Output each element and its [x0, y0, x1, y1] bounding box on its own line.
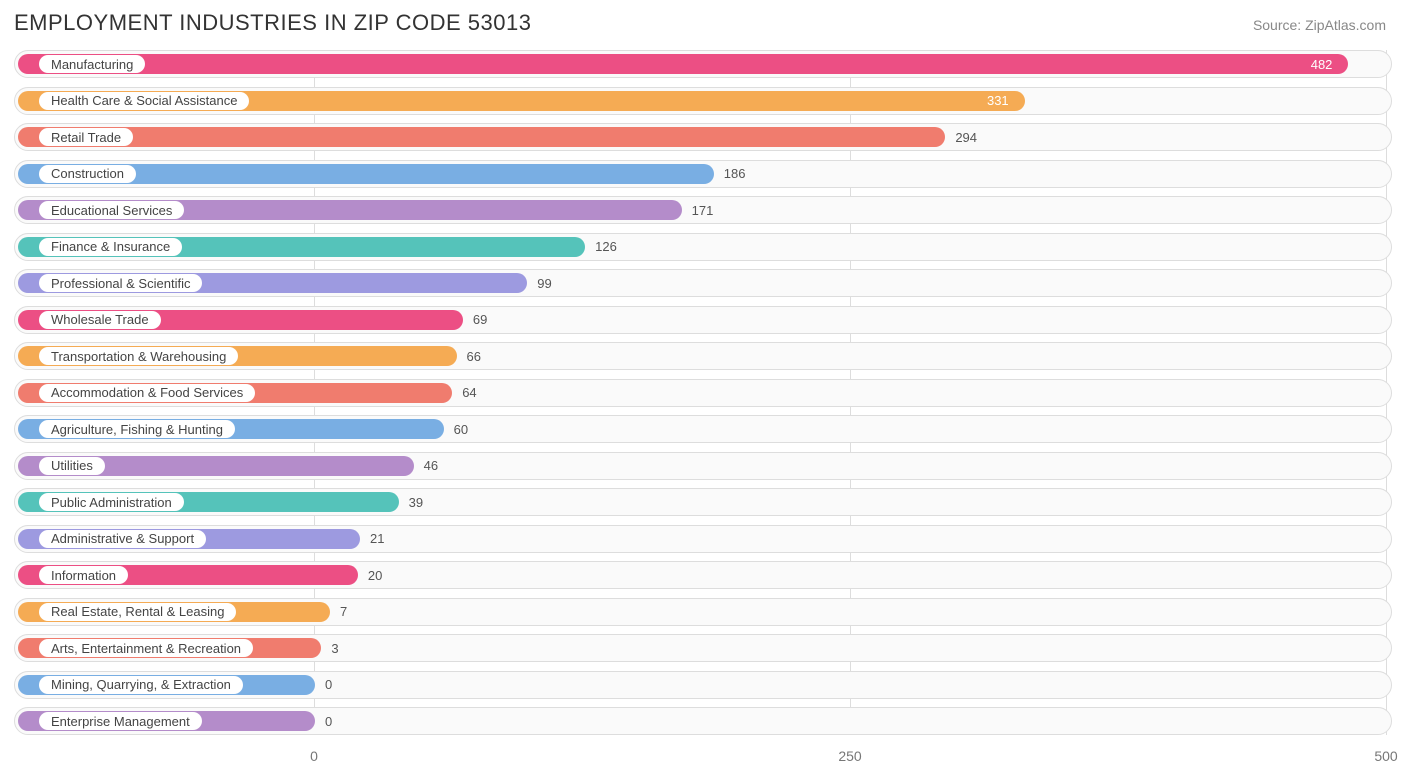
bar-value: 0	[325, 672, 332, 698]
bar-value: 66	[467, 343, 481, 369]
bar-row: Transportation & Warehousing 66	[14, 342, 1392, 370]
bar-value: 186	[724, 161, 746, 187]
x-tick-label: 250	[838, 748, 861, 764]
bar-label: Enterprise Management	[39, 712, 202, 730]
bar-value: 99	[537, 270, 551, 296]
bar-value: 171	[692, 197, 714, 223]
bar-label: Wholesale Trade	[39, 311, 161, 329]
bar-label: Agriculture, Fishing & Hunting	[39, 420, 235, 438]
bar-value: 21	[370, 526, 384, 552]
bar-row: Educational Services 171	[14, 196, 1392, 224]
bar-label: Finance & Insurance	[39, 238, 182, 256]
bar-row: Enterprise Management 0	[14, 707, 1392, 735]
bar-row: Utilities 46	[14, 452, 1392, 480]
x-tick-label: 500	[1374, 748, 1397, 764]
bar-label: Utilities	[39, 457, 105, 475]
bar-label: Transportation & Warehousing	[39, 347, 238, 365]
bar-value: 46	[424, 453, 438, 479]
bar-row: Accommodation & Food Services 64	[14, 379, 1392, 407]
bar-fill	[18, 127, 945, 147]
bar-row: Finance & Insurance 126	[14, 233, 1392, 261]
chart-title: EMPLOYMENT INDUSTRIES IN ZIP CODE 53013	[14, 10, 532, 36]
source-site: ZipAtlas.com	[1305, 17, 1386, 33]
bar-row: Information 20	[14, 561, 1392, 589]
x-tick-label: 0	[310, 748, 318, 764]
bar-label: Health Care & Social Assistance	[39, 92, 249, 110]
bar-value: 331	[987, 88, 1009, 114]
bar-value: 39	[409, 489, 423, 515]
bar-label: Administrative & Support	[39, 530, 206, 548]
chart-bars: Manufacturing 482 Health Care & Social Ass…	[14, 50, 1392, 735]
source-label: Source:	[1253, 17, 1305, 33]
bar-label: Public Administration	[39, 493, 184, 511]
bar-label: Retail Trade	[39, 128, 133, 146]
bar-row: Wholesale Trade 69	[14, 306, 1392, 334]
bar-row: Agriculture, Fishing & Hunting 60	[14, 415, 1392, 443]
bar-label: Accommodation & Food Services	[39, 384, 255, 402]
bar-row: Retail Trade 294	[14, 123, 1392, 151]
bar-row: Arts, Entertainment & Recreation 3	[14, 634, 1392, 662]
bar-label: Professional & Scientific	[39, 274, 202, 292]
bar-value: 64	[462, 380, 476, 406]
x-axis: 0250500	[14, 744, 1392, 772]
bar-row: Manufacturing 482	[14, 50, 1392, 78]
bar-value: 126	[595, 234, 617, 260]
bar-fill	[18, 54, 1348, 74]
bar-label: Construction	[39, 165, 136, 183]
chart-header: EMPLOYMENT INDUSTRIES IN ZIP CODE 53013 …	[0, 0, 1406, 44]
bar-value: 482	[1311, 51, 1333, 77]
bar-label: Manufacturing	[39, 55, 145, 73]
bar-value: 60	[454, 416, 468, 442]
bar-value: 0	[325, 708, 332, 734]
bar-label: Real Estate, Rental & Leasing	[39, 603, 236, 621]
bar-value: 294	[955, 124, 977, 150]
bar-value: 69	[473, 307, 487, 333]
bar-row: Health Care & Social Assistance 331	[14, 87, 1392, 115]
bar-label: Arts, Entertainment & Recreation	[39, 639, 253, 657]
chart-source: Source: ZipAtlas.com	[1253, 17, 1386, 33]
bar-value: 20	[368, 562, 382, 588]
bar-value: 3	[331, 635, 338, 661]
bar-row: Administrative & Support 21	[14, 525, 1392, 553]
bar-row: Public Administration 39	[14, 488, 1392, 516]
bar-row: Real Estate, Rental & Leasing 7	[14, 598, 1392, 626]
bar-row: Construction 186	[14, 160, 1392, 188]
chart-area: Manufacturing 482 Health Care & Social Ass…	[0, 44, 1406, 772]
bar-row: Professional & Scientific 99	[14, 269, 1392, 297]
bar-label: Educational Services	[39, 201, 184, 219]
bar-row: Mining, Quarrying, & Extraction 0	[14, 671, 1392, 699]
bar-label: Information	[39, 566, 128, 584]
bar-value: 7	[340, 599, 347, 625]
bar-label: Mining, Quarrying, & Extraction	[39, 676, 243, 694]
